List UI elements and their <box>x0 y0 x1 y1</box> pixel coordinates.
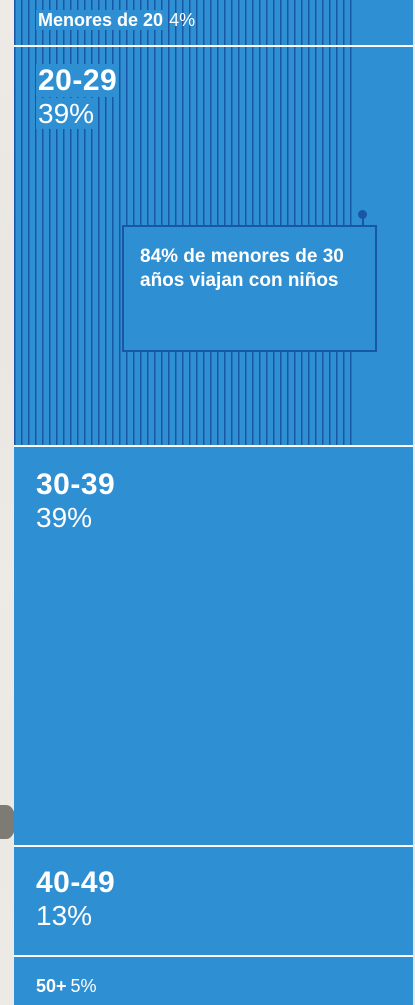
segment-label: 40-49 13% <box>36 867 115 930</box>
segment-name: Menores de 20 <box>36 10 166 30</box>
segment-label: 30-39 39% <box>36 469 115 532</box>
segment-value: 39% <box>36 97 97 129</box>
segment-name: 30-39 <box>36 468 116 501</box>
decorative-shape <box>0 805 16 839</box>
segment-value: 39% <box>36 501 93 533</box>
age-stacked-bar: Menores de 20 4% 20-29 39% 30-39 39% 40-4… <box>14 0 413 1005</box>
segment-50-plus: 50+ 5% <box>14 955 413 1005</box>
callout-leader-line <box>362 213 364 227</box>
segment-name: 20-29 <box>36 64 120 97</box>
annotation-callout: 84% de menores de 30 años viajan con niñ… <box>122 225 377 352</box>
segment-label: 20-29 39% <box>36 64 120 129</box>
segment-label: 50+ 5% <box>36 977 97 996</box>
segment-value: 13% <box>36 899 93 931</box>
segment-name: 50+ <box>36 976 67 996</box>
segment-value: 4% <box>169 10 196 30</box>
annotation-text: 84% de menores de 30 años viajan con niñ… <box>140 246 344 291</box>
segment-40-49: 40-49 13% <box>14 845 413 955</box>
segment-under-20: Menores de 20 4% <box>14 0 413 45</box>
segment-value: 5% <box>70 976 97 996</box>
segment-label: Menores de 20 4% <box>36 10 196 30</box>
callout-dot <box>358 210 367 219</box>
segment-name: 40-49 <box>36 866 116 899</box>
segment-30-39: 30-39 39% <box>14 445 413 845</box>
